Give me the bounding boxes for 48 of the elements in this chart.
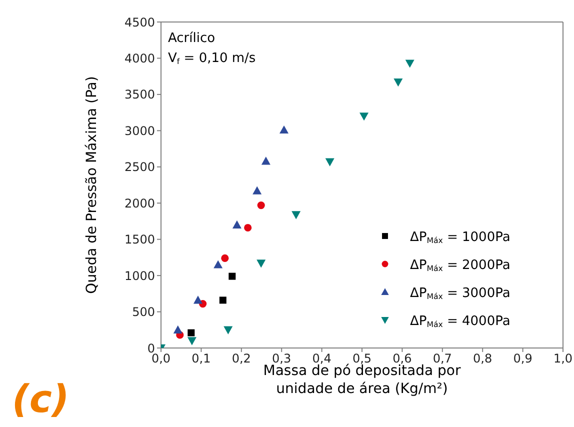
y-tick-label: 2500 — [124, 160, 155, 174]
point — [244, 224, 252, 232]
point — [188, 329, 195, 336]
y-tick-label: 2000 — [124, 196, 155, 210]
x-tick-label: 0,0 — [151, 352, 171, 366]
point — [221, 254, 229, 262]
x-tick-label: 0,2 — [232, 352, 251, 366]
point — [187, 337, 196, 346]
point — [228, 272, 236, 280]
y-tick-label: 1000 — [124, 268, 155, 283]
x-axis-title: Massa de pó depositada por unidade de área (Kg/m²) — [263, 363, 461, 397]
point — [394, 78, 403, 87]
legend-label: ΔP$_{Máx}$ = 4000Pa — [410, 314, 510, 330]
legend-label: ΔP$_{Máx}$ = 2000Pa — [410, 258, 510, 274]
point — [219, 296, 226, 304]
point — [232, 220, 242, 228]
y-tick-label: 500 — [132, 305, 155, 320]
point — [360, 112, 369, 121]
annotation: Acrílico — [168, 31, 216, 46]
y-tick-label: 3000 — [124, 124, 155, 138]
point — [280, 125, 289, 134]
point — [193, 296, 202, 304]
y-tick-label: 4000 — [124, 51, 155, 66]
x-tick-label: 0,8 — [473, 352, 492, 366]
x-tick-label: 0,5 — [352, 352, 372, 366]
y-tick-label: 3500 — [124, 88, 155, 102]
x-tick-label: 1,0 — [553, 352, 573, 366]
point — [325, 158, 334, 166]
text: (c) — [12, 377, 70, 421]
point — [261, 156, 270, 165]
y-tick-label: 1500 — [124, 232, 155, 247]
point — [173, 325, 182, 334]
x-tick-label: 0,7 — [432, 352, 452, 366]
point — [224, 326, 233, 334]
y-tick-label: 4500 — [124, 15, 155, 30]
point — [405, 60, 414, 68]
point — [214, 260, 223, 268]
legend-label: ΔP$_{Máx}$ = 1000Pa — [410, 230, 510, 246]
y-axis-title: Queda de Pressão Máxima (Pa) — [84, 76, 100, 294]
point — [292, 211, 301, 220]
legend-label: ΔP$_{Máx}$ = 3000Pa — [410, 286, 510, 302]
x-tick-label: 0,9 — [513, 352, 532, 366]
point — [256, 260, 266, 268]
point — [257, 201, 265, 210]
annotation: V$_{f}$ = 0,10 m/s — [168, 51, 256, 66]
point — [252, 186, 262, 194]
x-tick-label: 0,3 — [272, 352, 292, 366]
x-tick-label: 0,1 — [192, 352, 211, 366]
